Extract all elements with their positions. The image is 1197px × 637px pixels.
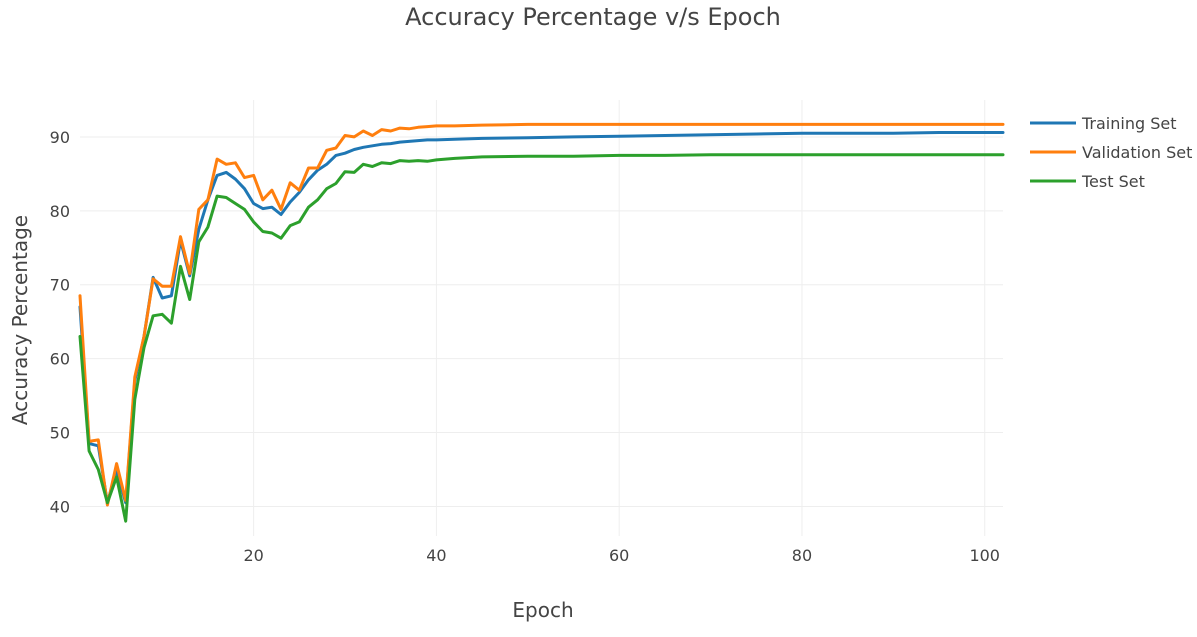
- y-tick-label: 40: [50, 497, 70, 516]
- legend-label: Test Set: [1081, 172, 1145, 191]
- y-tick-label: 70: [50, 276, 70, 295]
- x-tick-label: 80: [792, 546, 812, 565]
- series-line-validation-set: [78, 122, 1005, 507]
- x-tick-label: 60: [609, 546, 629, 565]
- grid-layer: [80, 100, 1003, 536]
- legend-label: Training Set: [1081, 114, 1177, 133]
- legend: Training Set Validation Set Test Set: [1030, 114, 1192, 191]
- y-tick-label: 50: [50, 424, 70, 443]
- y-tick-label: 80: [50, 202, 70, 221]
- tick-layer: 40 50 60 70 80 90 20 40 60 80 100: [50, 128, 1000, 565]
- series-line-training-set: [78, 131, 1005, 505]
- y-axis-title: Accuracy Percentage: [8, 215, 32, 425]
- chart-title: Accuracy Percentage v/s Epoch: [405, 3, 781, 31]
- series-line-test-set: [78, 153, 1005, 523]
- legend-item-validation-set[interactable]: Validation Set: [1030, 143, 1192, 162]
- legend-label: Validation Set: [1082, 143, 1192, 162]
- x-tick-label: 20: [243, 546, 263, 565]
- y-tick-label: 90: [50, 128, 70, 147]
- series-layer: [78, 122, 1005, 523]
- y-tick-label: 60: [50, 350, 70, 369]
- legend-item-training-set[interactable]: Training Set: [1030, 114, 1177, 133]
- legend-item-test-set[interactable]: Test Set: [1030, 172, 1145, 191]
- x-axis-title: Epoch: [512, 598, 573, 622]
- x-tick-label: 40: [426, 546, 446, 565]
- x-tick-label: 100: [969, 546, 1000, 565]
